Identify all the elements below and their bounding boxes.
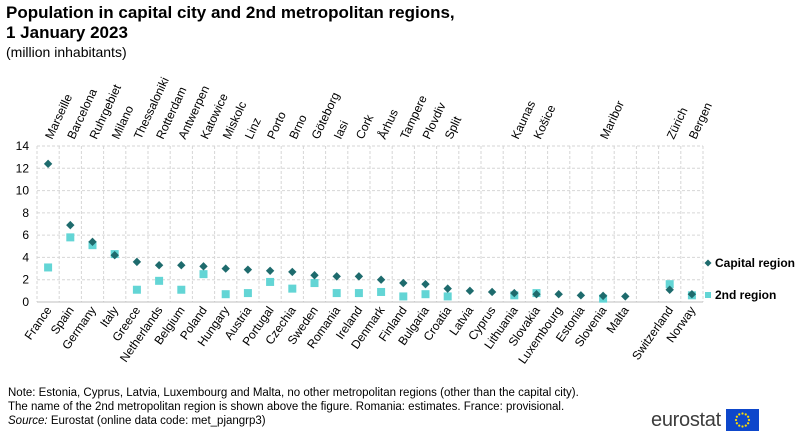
- capital-region-point: [310, 271, 319, 280]
- flag-star: [747, 418, 750, 422]
- capital-region-point: [332, 272, 341, 281]
- chart-subtitle: (million inhabitants): [6, 44, 127, 60]
- legend-second-label: 2nd region: [715, 288, 776, 302]
- chart-title-line1: Population in capital city and 2nd metro…: [6, 3, 455, 22]
- y-tick-label: 12: [16, 161, 30, 175]
- region-name-label: Cork: [353, 111, 377, 141]
- y-tick-label: 8: [22, 206, 29, 220]
- chart-title-line2: 1 January 2023: [6, 23, 128, 42]
- flag-star: [744, 413, 747, 416]
- title-block: Population in capital city and 2nd metro…: [6, 3, 455, 61]
- second-region-point: [421, 290, 430, 299]
- second-region-point: [132, 285, 141, 294]
- capital-region-point: [687, 290, 697, 299]
- second-region-point: [199, 270, 208, 279]
- capital-region-point: [177, 261, 186, 270]
- region-name-label: Iasi: [331, 118, 352, 141]
- flag-star: [735, 422, 738, 425]
- flag-star: [746, 422, 750, 425]
- region-name-label: Porto: [264, 109, 289, 141]
- region-name-label: Linz: [242, 115, 264, 141]
- region-name-label: Bergen: [686, 100, 715, 141]
- second-region-point: [266, 277, 275, 286]
- flag-star: [741, 425, 744, 428]
- capital-region-point: [132, 257, 142, 267]
- capital-region-point: [421, 279, 430, 289]
- x-tick-label: France: [22, 303, 55, 342]
- capital-region-point: [288, 267, 297, 277]
- second-region-point: [354, 289, 363, 298]
- capital-region-point: [110, 251, 119, 260]
- flag-star: [746, 415, 750, 418]
- flag-star: [738, 424, 741, 427]
- eurostat-logo: eurostat: [651, 409, 759, 431]
- capital-region-point: [487, 287, 497, 297]
- capital-region-point: [243, 265, 253, 274]
- y-tick-label: 14: [16, 139, 30, 153]
- region-name-label: Maribor: [597, 98, 627, 141]
- second-region-point: [399, 292, 408, 301]
- eurostat-wordmark: eurostat: [651, 409, 721, 431]
- second-region-point: [221, 290, 230, 299]
- capital-region-point: [510, 288, 519, 298]
- second-region-point: [66, 233, 75, 242]
- flag-star: [735, 415, 738, 418]
- second-region-point: [243, 289, 252, 298]
- capital-region-point: [376, 275, 386, 284]
- x-tick-label: Malta: [603, 303, 631, 335]
- y-tick-label: 4: [22, 250, 29, 264]
- flag-background: [725, 409, 759, 431]
- notes-block: Note: Estonia, Cyprus, Latvia, Luxembour…: [8, 386, 579, 428]
- capital-region-point: [598, 291, 608, 301]
- capital-region-point: [443, 284, 452, 293]
- note-line-1: Note: Estonia, Cyprus, Latvia, Luxembour…: [8, 387, 579, 399]
- y-tick-label: 0: [22, 295, 29, 309]
- capital-region-point: [221, 264, 230, 273]
- second-region-point: [288, 284, 297, 293]
- capital-region-point: [66, 220, 75, 230]
- second-region-point: [332, 289, 341, 298]
- capital-region-point: [465, 286, 475, 296]
- capital-region-point: [665, 285, 674, 294]
- note-line-2: The name of the 2nd metropolitan region …: [8, 401, 565, 413]
- flag-star: [738, 413, 741, 416]
- second-region-point: [177, 285, 186, 294]
- second-region-point: [665, 280, 674, 289]
- legend-capital-label: Capital region: [715, 256, 795, 270]
- second-region-point: [377, 287, 386, 296]
- eu-flag-icon: [725, 409, 759, 431]
- y-tick-label: 6: [22, 228, 29, 242]
- legend-capital-marker: [704, 259, 712, 267]
- second-region-point: [310, 279, 319, 288]
- capital-region-point: [554, 290, 563, 299]
- y-tick-label: 10: [16, 184, 30, 198]
- capital-region-point: [265, 266, 275, 275]
- y-tick-label: 2: [22, 273, 29, 287]
- capital-region-point: [532, 290, 541, 299]
- capital-region-point: [399, 278, 408, 288]
- second-region-point: [44, 263, 53, 272]
- flag-star: [734, 418, 737, 422]
- capital-region-point: [576, 291, 586, 300]
- source-label: Source:: [8, 415, 48, 427]
- source-text: Eurostat (online data code: met_pjangrp3…: [47, 415, 266, 427]
- capital-region-point: [621, 292, 630, 301]
- capital-region-point: [199, 262, 208, 271]
- flag-star: [744, 424, 747, 427]
- capital-region-point: [88, 237, 97, 247]
- region-name-label: Brno: [286, 112, 310, 141]
- capital-region-point: [43, 159, 53, 169]
- capital-region-point: [354, 272, 364, 281]
- capital-region-point: [154, 261, 164, 270]
- second-region-point: [443, 292, 452, 301]
- legend-second-marker: [705, 292, 711, 298]
- second-region-point: [155, 276, 164, 285]
- region-name-label: Split: [442, 114, 465, 142]
- flag-star: [741, 412, 744, 415]
